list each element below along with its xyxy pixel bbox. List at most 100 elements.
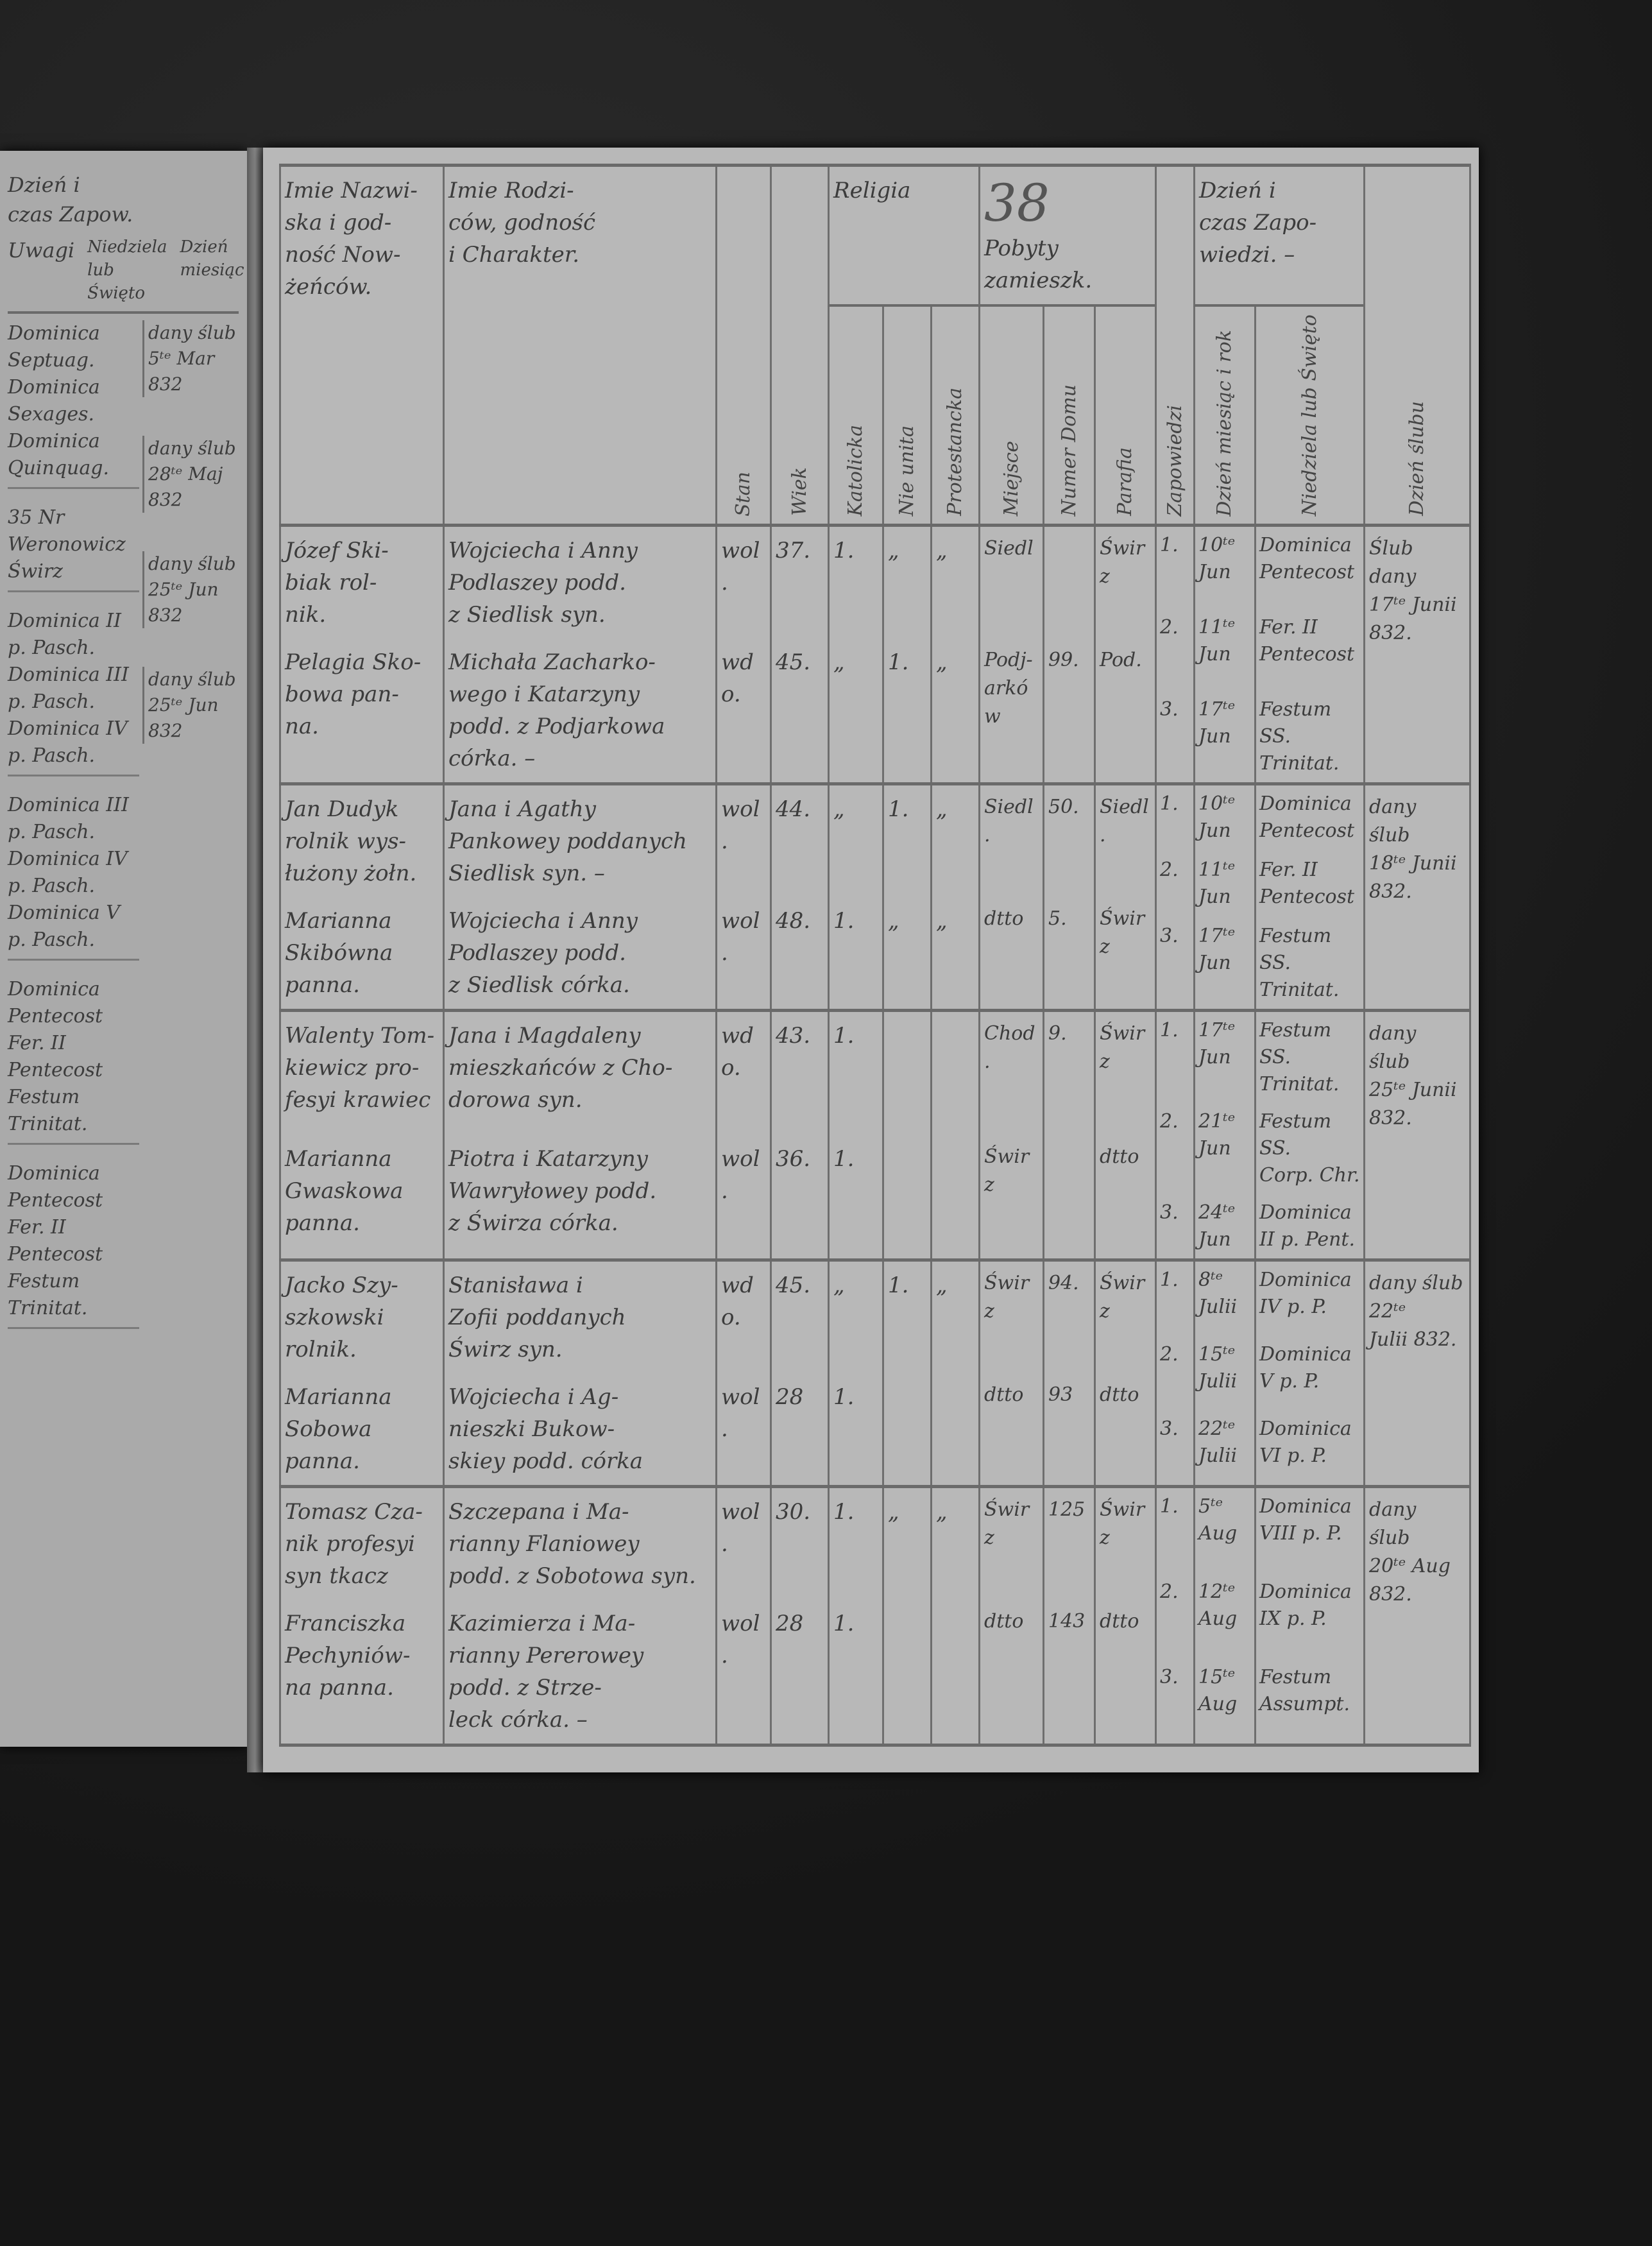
- groom-parents-line: dorowa syn.: [448, 1087, 583, 1113]
- bride-parents-line: z Siedlisk córka.: [448, 972, 630, 999]
- banns-day: Dominica II p. Pent.: [1254, 1194, 1363, 1259]
- banns-number: 1.: [1160, 1269, 1179, 1292]
- left-page-entry: Dominica Pentecost Fer. II Pentecost Festu…: [8, 976, 139, 1145]
- left-page-entry: Dominica Septuag. Dominica Sexages. Dominica…: [8, 320, 139, 489]
- banns-day-line: Pentecost: [1259, 643, 1355, 666]
- bride-name-line: Franciszka: [285, 1611, 406, 1637]
- book-gutter: [247, 148, 263, 1772]
- banns-date-line: Jun: [1198, 886, 1231, 909]
- header-status: Stan: [732, 471, 754, 517]
- left-page-entry-line: Septuag.: [8, 349, 95, 372]
- banns-day: Festum SS. Trinitat.: [1254, 691, 1363, 783]
- wedding-date-line: dany: [1369, 1022, 1417, 1045]
- register-table: Imie Nazwi-ska i god-ność Now-żeńców. Imi…: [279, 164, 1471, 1747]
- left-page-entry-line: 35 Nr Weronowicz: [8, 506, 126, 556]
- banns-day: Dominica V p. P.: [1254, 1336, 1363, 1411]
- bride-parents-line: rianny Pererowey: [448, 1643, 644, 1669]
- header-residence-cell: 38 Pobyty zamieszk.: [978, 167, 1155, 307]
- groom-religion-mark: „: [930, 1488, 978, 1600]
- bride-name-line: Pechyniów-: [285, 1643, 411, 1669]
- left-page-entry-line: Fer. II Pentecost: [8, 1032, 103, 1081]
- banns-day-line: II p. Pent.: [1259, 1228, 1356, 1251]
- header-religion-sub-cell: Katolicka: [828, 307, 882, 524]
- bride-status: wol.: [715, 897, 770, 1009]
- bride-name-line: panna.: [285, 1448, 360, 1475]
- banns-date-line: 15ᵗᵉ: [1198, 1343, 1236, 1366]
- groom-parents-cell: Stanisława i Zofii poddanych Świrz syn.: [443, 1262, 715, 1374]
- wedding-date-line: 832.: [1369, 622, 1412, 645]
- bride-parents-line: Podlaszey podd.: [448, 940, 626, 966]
- banns-entry: 2. 21ᵗᵉ Jun Festum SS. Corp. Chr.: [1157, 1103, 1363, 1195]
- bride-religion-mark: 1.: [828, 897, 882, 1009]
- bride-name-line: Marianna: [285, 908, 392, 934]
- bride-religion-mark: „: [828, 639, 882, 783]
- groom-parents-line: Zofii poddanych: [448, 1305, 626, 1331]
- bride-age: 48.: [770, 897, 828, 1009]
- left-page-entry: Dominica Pentecost Fer. II Pentecost Festu…: [8, 1160, 139, 1329]
- groom-name-cell: Józef Ski-biak rol-nik.: [279, 527, 443, 639]
- banns-entry: 1. 10ᵗᵉ Jun Dominica Pentecost: [1157, 785, 1363, 852]
- left-page-entry-line: Dominica III p. Pasch.: [8, 794, 129, 843]
- groom-name-line: Jacko Szy-: [285, 1273, 398, 1299]
- wedding-date: dany ślub 20ᵗᵉ Aug 832.: [1363, 1488, 1469, 1744]
- groom-name-cell: Jacko Szy-szkowski rolnik.: [279, 1262, 443, 1374]
- wedding-date: dany ślub 25ᵗᵉ Junii 832.: [1363, 1012, 1469, 1259]
- groom-residence-place-cell: Świrz: [978, 1488, 1043, 1600]
- wedding-date-line: dany: [1369, 1498, 1417, 1522]
- header-residence-sub: Numer Domu: [1057, 384, 1080, 517]
- left-page-entry-line: Dominica: [8, 376, 100, 399]
- bride-religion-mark: 1.: [828, 1373, 882, 1486]
- left-page-remarks: Uwagi: [8, 238, 75, 262]
- wedding-date-line: 20ᵗᵉ Aug: [1369, 1555, 1451, 1578]
- bride-religion-mark: [882, 1135, 930, 1259]
- header-residence-line: zamieszk.: [984, 268, 1093, 293]
- wedding-date: dany ślub 18ᵗᵉ Junii 832.: [1363, 785, 1469, 1009]
- left-page-entry-line: Dominica III p. Pasch.: [8, 664, 129, 713]
- bride-name-line: panna.: [285, 1210, 360, 1237]
- banns-number: 3.: [1160, 698, 1179, 721]
- groom-name-cell: Walenty Tom-kiewicz pro-fesyi krawiec: [279, 1012, 443, 1136]
- groom-name-line: kiewicz pro-: [285, 1055, 420, 1081]
- banns-day: Festum SS. Trinitat.: [1254, 918, 1363, 1009]
- header-banns-line: czas Zapo-: [1199, 210, 1317, 236]
- bride-residence-place-cell: dtto: [978, 897, 1043, 1009]
- banns-day-line: Trinitat.: [1259, 752, 1340, 775]
- bride-parents-line: z Świrza córka.: [448, 1210, 618, 1237]
- left-page-entry-line: Dominica V p. Pasch.: [8, 902, 120, 951]
- banns-date: 15ᵗᵉ Julii: [1193, 1336, 1254, 1411]
- banns-entry: 3. 22ᵗᵉ Julii Dominica VI p. P.: [1157, 1410, 1363, 1486]
- table-row: Józef Ski-biak rol-nik. Wojciecha i Anny P…: [279, 527, 1471, 786]
- groom-name-cell: Tomasz Cza-nik profesyi syn tkacz: [279, 1488, 443, 1600]
- left-page-header-line: Dzień i: [8, 173, 80, 197]
- banns-day: Dominica IX p. P.: [1254, 1573, 1363, 1659]
- banns-date: 17ᵗᵉ Jun: [1193, 918, 1254, 1009]
- banns-date-line: Jun: [1198, 725, 1231, 748]
- bride-residence-place-line: Świrz: [984, 1145, 1030, 1197]
- bride-parents-cell: Wojciecha i Ag-nieszki Bukow-skiey podd.…: [443, 1373, 715, 1486]
- groom-name-line: syn tkacz: [285, 1563, 388, 1590]
- banns-date: 12ᵗᵉ Aug: [1193, 1573, 1254, 1659]
- banns-day-line: Fer. II: [1259, 616, 1318, 639]
- groom-status: wdo.: [715, 1012, 770, 1136]
- bride-residence-place-cell: Podj-arków: [978, 639, 1043, 783]
- wedding-date-line: ślub: [1369, 1050, 1410, 1074]
- table-row: Tomasz Cza-nik profesyi syn tkacz Szczepan…: [279, 1488, 1471, 1747]
- left-page-entry-line: Fer. II Pentecost: [8, 1216, 103, 1265]
- bride-parents-line: leck córka. –: [448, 1707, 588, 1733]
- bride-parish: dtto: [1094, 1373, 1155, 1486]
- groom-parish: Siedl.: [1094, 785, 1155, 898]
- banns-day-line: VIII p. P.: [1259, 1522, 1342, 1545]
- groom-house-number: 125: [1043, 1488, 1094, 1600]
- header-age: Wiek: [788, 467, 811, 517]
- header-residence-sub-cell: Miejsce: [978, 307, 1043, 524]
- banns-entry: 3. 17ᵗᵉ Jun Festum SS. Trinitat.: [1157, 918, 1363, 1009]
- groom-parents-line: Pankowey poddanych: [448, 828, 687, 855]
- banns-day-line: Dominica: [1259, 793, 1352, 816]
- header-religion: Religia: [828, 167, 978, 307]
- banns-day-line: IV p. P.: [1259, 1296, 1327, 1319]
- wedding-date-line: ślub: [1369, 1527, 1410, 1550]
- left-page-sub: Niedziela lub Święto: [87, 237, 167, 303]
- bride-parents-line: nieszki Bukow-: [448, 1416, 615, 1443]
- header-names-line: Imie Nazwi-: [285, 178, 418, 203]
- groom-name-line: łużony żołn.: [285, 861, 417, 887]
